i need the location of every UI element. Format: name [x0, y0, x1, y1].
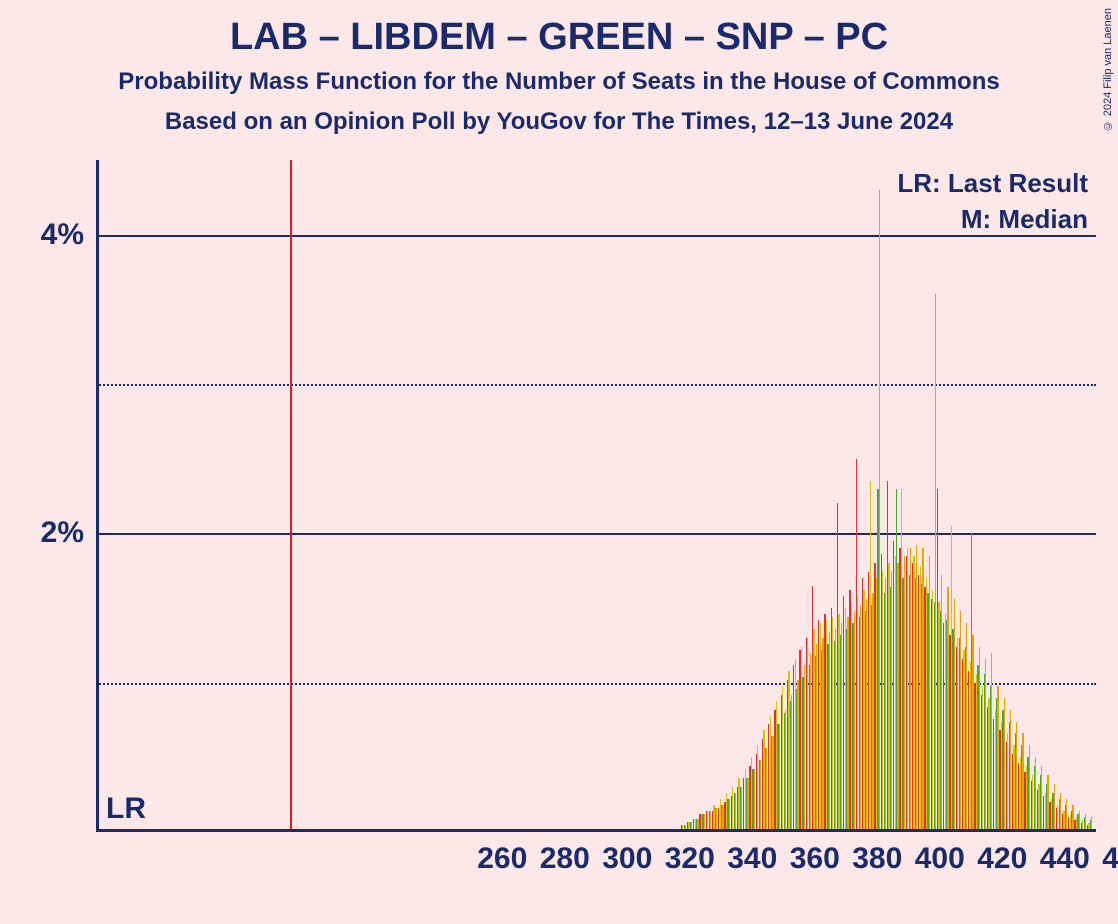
x-tick-label: 280	[534, 842, 597, 876]
x-tick-label: 460	[1096, 842, 1118, 876]
y-tick-label: 2%	[41, 516, 96, 550]
y-axis	[96, 160, 99, 832]
x-axis-ticks: 2602803003203403603804004204404604805005…	[471, 842, 1118, 876]
pmf-bars	[96, 160, 1096, 832]
chart-subtitle-1: Probability Mass Function for the Number…	[0, 68, 1118, 96]
x-tick-label: 300	[596, 842, 659, 876]
x-tick-label: 440	[1034, 842, 1097, 876]
x-axis	[96, 829, 1096, 832]
chart-subtitle-2: Based on an Opinion Poll by YouGov for T…	[0, 108, 1118, 136]
x-tick-label: 260	[471, 842, 534, 876]
x-tick-label: 420	[971, 842, 1034, 876]
y-tick-label: 4%	[41, 218, 96, 252]
x-tick-label: 380	[846, 842, 909, 876]
x-tick-label: 320	[659, 842, 722, 876]
pmf-chart: LR: Last Result M: Median LR 2%4%	[96, 160, 1096, 832]
x-tick-label: 360	[784, 842, 847, 876]
chart-title: LAB – LIBDEM – GREEN – SNP – PC	[0, 16, 1118, 59]
x-tick-label: 400	[909, 842, 972, 876]
x-tick-label: 340	[721, 842, 784, 876]
copyright-text: © 2024 Filip van Laenen	[1102, 8, 1114, 131]
